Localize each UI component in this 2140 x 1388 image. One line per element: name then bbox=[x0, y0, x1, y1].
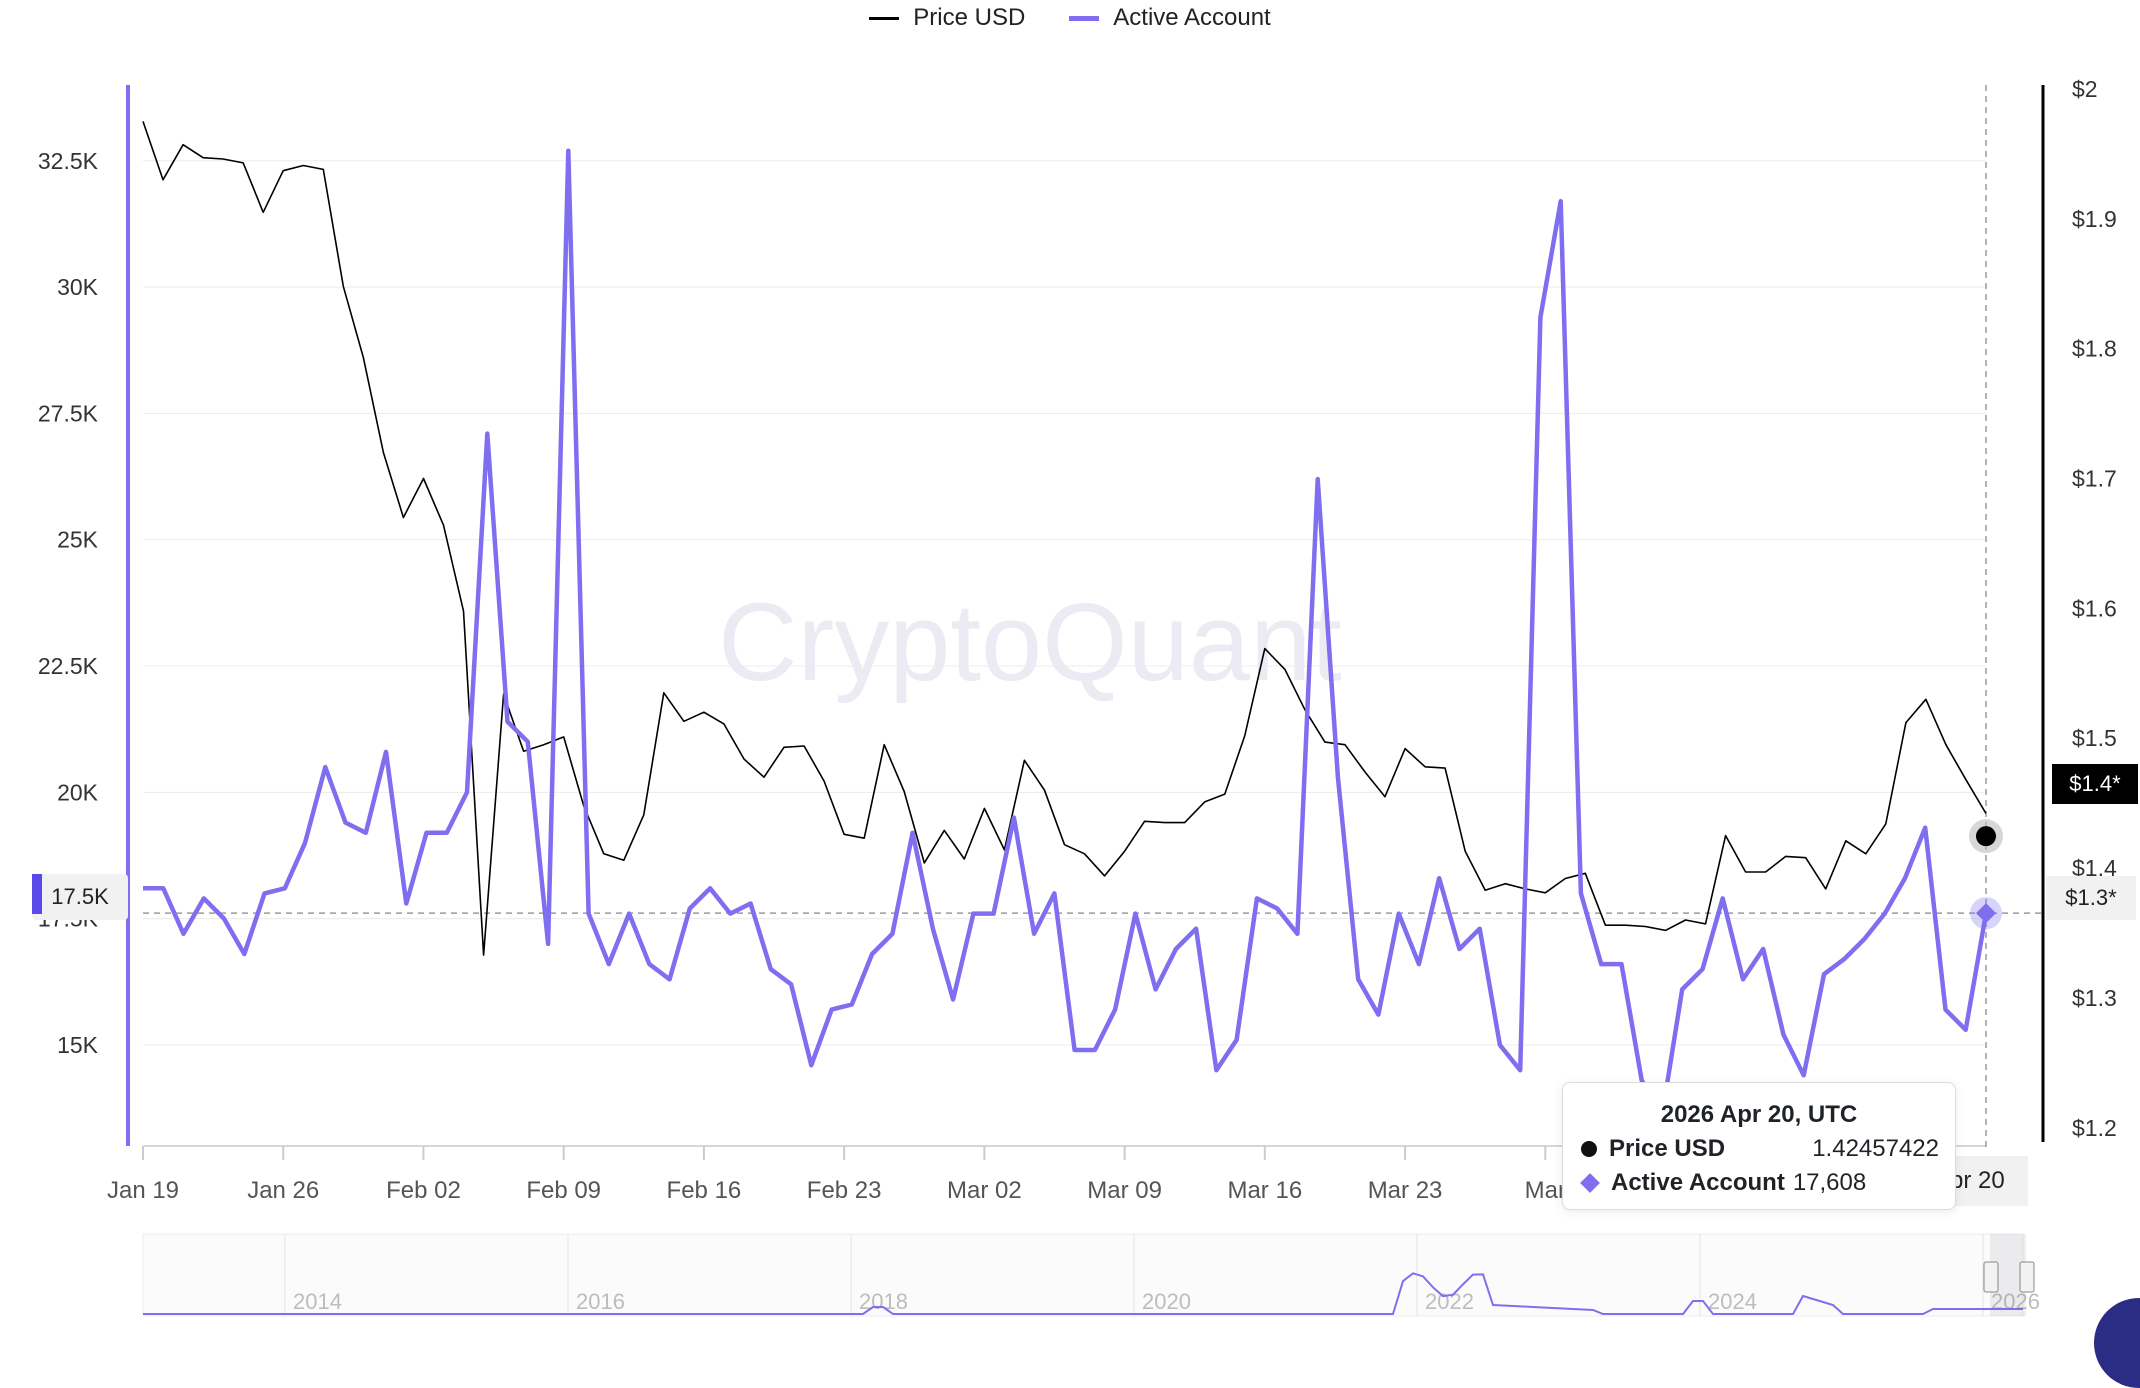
right-axis-price-badge: $1.4* bbox=[2052, 764, 2138, 804]
y-right-tick-label: $1.3 bbox=[2072, 985, 2117, 1011]
navigator-handle-right[interactable] bbox=[2019, 1261, 2035, 1293]
legend: Price USD Active Account bbox=[0, 4, 2140, 32]
legend-label-active: Active Account bbox=[1113, 4, 1271, 31]
right-grey-badge-value: $1.3* bbox=[2065, 885, 2117, 910]
left-badge-value: 17.5K bbox=[51, 884, 109, 909]
left-axis-crosshair-badge: 17.5K bbox=[32, 874, 128, 920]
series bbox=[142, 121, 2003, 1118]
x-tick-label: Jan 26 bbox=[247, 1177, 319, 1204]
navigator-year-label: 2020 bbox=[1142, 1289, 1191, 1314]
navigator-year-label: 2024 bbox=[1708, 1289, 1757, 1314]
legend-item-active[interactable]: Active Account bbox=[1069, 4, 1271, 32]
legend-line-active-icon bbox=[1069, 15, 1100, 21]
x-tick-label: Mar 09 bbox=[1087, 1177, 1162, 1204]
series-line-price bbox=[142, 121, 1987, 956]
price-marker bbox=[1976, 826, 1996, 847]
y-left-tick-label: 20K bbox=[57, 779, 99, 805]
left-badge-marker bbox=[32, 874, 42, 914]
date-badge-value: pr 20 bbox=[1950, 1167, 2005, 1194]
x-tick-label: Feb 02 bbox=[386, 1177, 461, 1204]
y-left-tick-label: 22.5K bbox=[38, 653, 99, 679]
grid bbox=[143, 160, 1986, 1046]
watermark: CryptoQuant bbox=[718, 581, 1342, 704]
navigator-sparkline bbox=[143, 1272, 2023, 1315]
tooltip-price-label: Price USD bbox=[1609, 1135, 1726, 1162]
x-tick-label: Feb 23 bbox=[807, 1177, 882, 1204]
x-axis-crosshair-badge: pr 20 bbox=[1944, 1156, 2028, 1206]
navigator-year-label: 2016 bbox=[576, 1289, 625, 1314]
tooltip: 2026 Apr 20, UTC Price USD 1.42457422 Ac… bbox=[1562, 1082, 1956, 1210]
x-tick-label: Mar 16 bbox=[1227, 1177, 1302, 1204]
y-left-tick-label: 32.5K bbox=[38, 148, 99, 174]
tooltip-active-label: Active Account bbox=[1611, 1169, 1785, 1196]
x-tick-label: Feb 09 bbox=[526, 1177, 601, 1204]
navigator-handle-left[interactable] bbox=[1983, 1261, 1999, 1293]
tooltip-row-active: Active Account 17,608 bbox=[1580, 1169, 1955, 1197]
navigator-year-label: 2014 bbox=[293, 1289, 342, 1314]
active-marker bbox=[1976, 903, 1996, 924]
right-price-badge-value: $1.4* bbox=[2069, 771, 2121, 796]
active-diamond-icon bbox=[1580, 1173, 1600, 1193]
navigator[interactable]: 2014201620182020202220242026 bbox=[142, 1233, 2040, 1317]
y-right-tick-label: $2 bbox=[2072, 76, 2098, 102]
series-line-active bbox=[143, 148, 1989, 1118]
y-right-tick-label: $1.8 bbox=[2072, 336, 2117, 362]
price-dot-icon bbox=[1581, 1141, 1597, 1157]
legend-line-price-icon bbox=[869, 16, 900, 20]
tooltip-active-value: 17,608 bbox=[1792, 1169, 1867, 1196]
axes: 15K 17.5K 20K 22.5K 25K 27.5K 30K 32.5K $1.2 $1.3… bbox=[38, 76, 2117, 1204]
navigator-year-label: 2022 bbox=[1425, 1289, 1474, 1314]
legend-item-price[interactable]: Price USD bbox=[869, 4, 1025, 32]
y-right-tick-label: $1.5 bbox=[2072, 725, 2117, 751]
y-left-tick-label: 25K bbox=[57, 527, 99, 553]
y-left-tick-label: 15K bbox=[57, 1032, 99, 1058]
y-left-tick-label: 27.5K bbox=[38, 400, 99, 426]
x-tick-label: Mar bbox=[1525, 1177, 1566, 1204]
legend-label-price: Price USD bbox=[913, 4, 1026, 31]
tooltip-price-value: 1.42457422 bbox=[1812, 1135, 1939, 1162]
navigator-year-label: 2018 bbox=[859, 1289, 908, 1314]
y-left-tick-label: 30K bbox=[57, 274, 99, 300]
y-right-tick-label: $1.6 bbox=[2072, 595, 2117, 621]
x-tick-label: Feb 16 bbox=[667, 1177, 742, 1204]
right-axis-crosshair-badge: $1.3* bbox=[2046, 876, 2136, 920]
tooltip-date: 2026 Apr 20, UTC bbox=[1660, 1101, 1858, 1128]
y-right-tick-label: $1.9 bbox=[2072, 206, 2117, 232]
tooltip-row-price: Price USD 1.42457422 bbox=[1581, 1135, 1955, 1163]
chart: CryptoQuant 15K 17.5K 20K 22.5K 25K 27.5K 30K 3… bbox=[38, 76, 2117, 1317]
y-right-tick-label: $1.7 bbox=[2072, 465, 2117, 491]
x-tick-label: Mar 02 bbox=[947, 1177, 1022, 1204]
x-tick-label: Jan 19 bbox=[107, 1177, 179, 1204]
y-right-tick-label: $1.2 bbox=[2072, 1115, 2117, 1141]
navigator-frame bbox=[142, 1233, 2024, 1317]
x-tick-label: Mar 23 bbox=[1368, 1177, 1443, 1204]
